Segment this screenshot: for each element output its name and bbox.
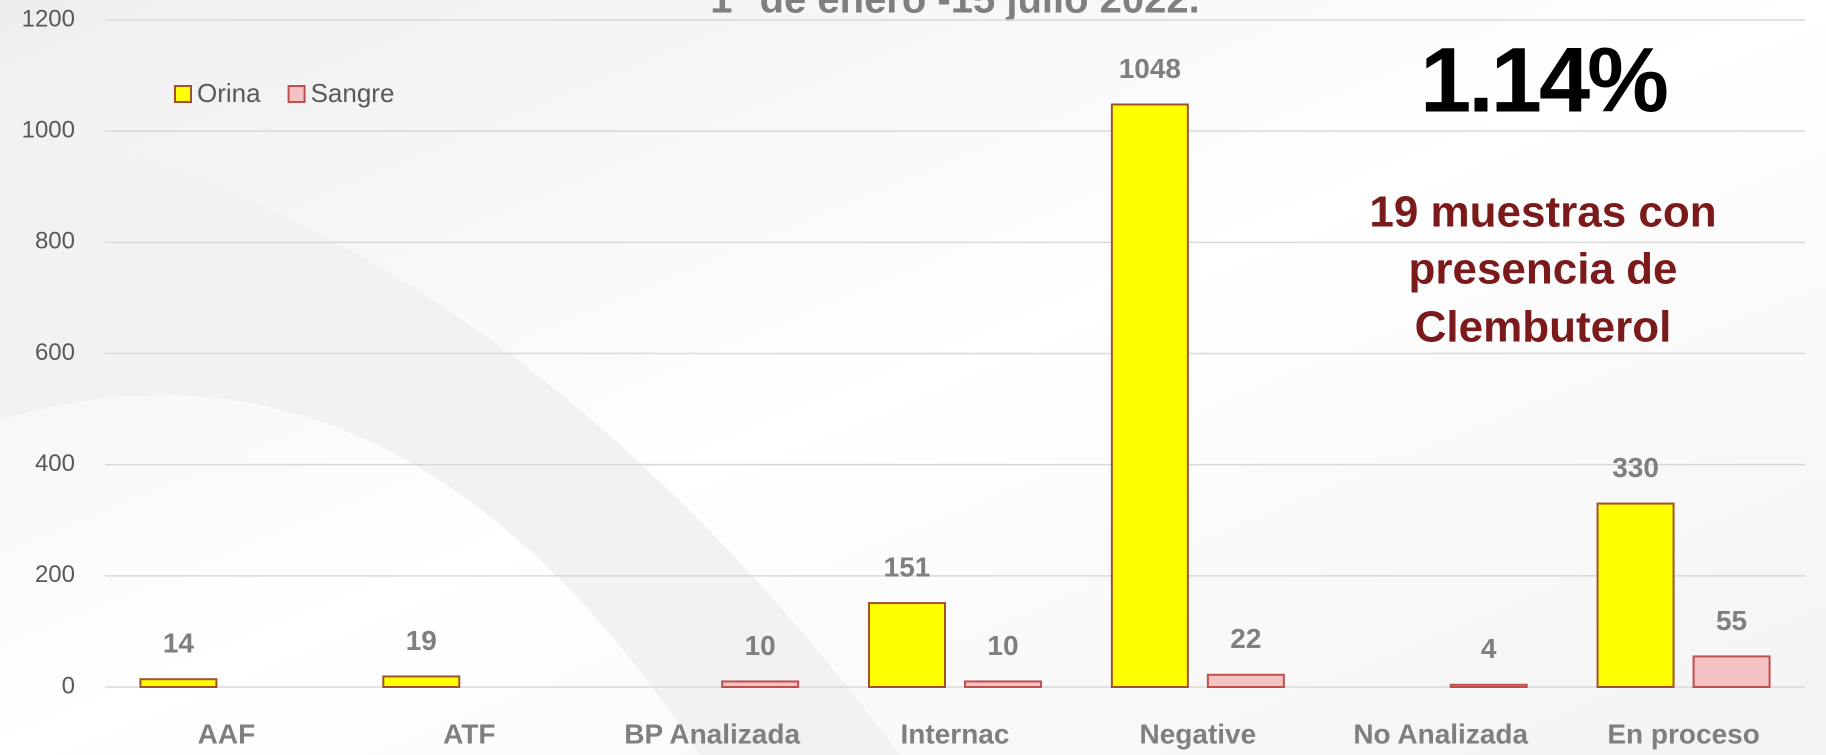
bar bbox=[1112, 104, 1188, 687]
value-label: 22 bbox=[1230, 623, 1261, 654]
y-tick-label: 800 bbox=[35, 228, 75, 255]
percent-annotation: 1.14% bbox=[1420, 29, 1667, 131]
y-tick-label: 600 bbox=[35, 339, 75, 366]
y-tick-label: 1000 bbox=[22, 117, 75, 144]
value-label: 1048 bbox=[1119, 53, 1181, 84]
y-tick-label: 1200 bbox=[22, 5, 75, 32]
legend-swatch bbox=[289, 86, 305, 102]
bar bbox=[1208, 675, 1284, 687]
value-label: 330 bbox=[1612, 452, 1659, 483]
bar bbox=[1451, 685, 1527, 687]
bar bbox=[140, 679, 216, 687]
bar bbox=[965, 681, 1041, 687]
x-tick-label: BP Analizada bbox=[624, 718, 800, 749]
value-label: 151 bbox=[884, 551, 931, 582]
bar bbox=[722, 681, 798, 687]
y-tick-label: 0 bbox=[62, 672, 75, 699]
bar bbox=[383, 676, 459, 687]
legend-label: Sangre bbox=[311, 78, 395, 108]
note-line: 19 muestras con bbox=[1369, 188, 1716, 237]
x-tick-label: No Analizada bbox=[1353, 718, 1528, 749]
note-line: Clembuterol bbox=[1415, 303, 1672, 352]
value-label: 4 bbox=[1481, 633, 1497, 664]
legend-swatch bbox=[175, 86, 191, 102]
legend-label: Orina bbox=[197, 78, 261, 108]
value-label: 14 bbox=[163, 628, 195, 659]
y-tick-label: 400 bbox=[35, 450, 75, 477]
value-label: 55 bbox=[1716, 605, 1747, 636]
x-tick-label: Negative bbox=[1139, 718, 1256, 749]
bar bbox=[1598, 504, 1674, 687]
x-tick-label: Internac bbox=[901, 718, 1010, 749]
note-line: presencia de bbox=[1408, 245, 1677, 294]
x-tick-label: En proceso bbox=[1607, 718, 1759, 749]
value-label: 10 bbox=[745, 630, 776, 661]
value-label: 10 bbox=[987, 630, 1018, 661]
y-tick-label: 200 bbox=[35, 561, 75, 588]
chart: 1° de enero -15 julio 2022. 1.14% 19 mue… bbox=[0, 0, 1826, 755]
x-tick-label: AAF bbox=[198, 718, 256, 749]
chart-title: 1° de enero -15 julio 2022. bbox=[710, 0, 1200, 22]
bar bbox=[1694, 656, 1770, 687]
bar bbox=[869, 603, 945, 687]
value-label: 19 bbox=[406, 625, 437, 656]
x-tick-label: ATF bbox=[443, 718, 495, 749]
